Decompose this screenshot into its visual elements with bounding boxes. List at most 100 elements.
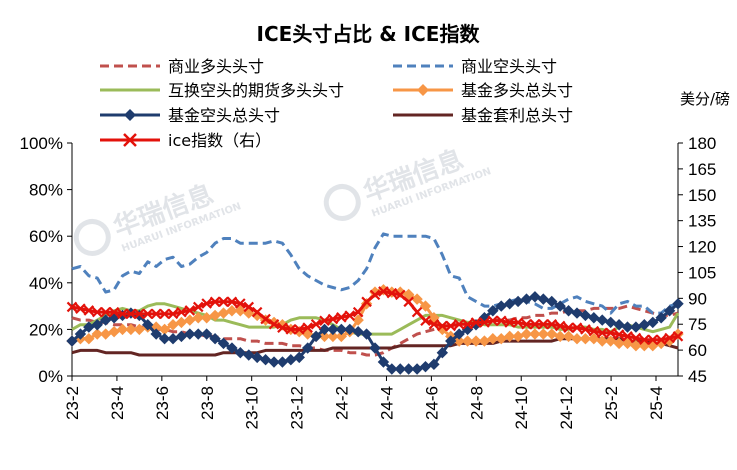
data-point-diamond <box>175 330 188 343</box>
legend-item: 商业多头头寸 <box>100 57 264 76</box>
legend-diamond-icon <box>124 109 136 121</box>
data-point-diamond <box>487 333 499 345</box>
data-point-diamond <box>402 288 415 301</box>
data-point-cross <box>192 301 204 313</box>
data-point-diamond <box>613 337 625 350</box>
data-point-diamond <box>554 330 566 343</box>
data-point-diamond <box>655 312 667 324</box>
x-tick-label: 24-12 <box>557 386 576 429</box>
left-tick-label: 100% <box>20 134 63 153</box>
data-point-cross <box>91 306 103 318</box>
data-point-cross <box>327 313 339 325</box>
data-point-diamond <box>604 335 617 347</box>
data-point-diamond <box>546 295 558 308</box>
legend-label: ice指数（右） <box>168 131 271 150</box>
right-tick-label: 165 <box>688 160 716 179</box>
data-point-diamond <box>503 298 516 310</box>
chart-title: ICE头寸占比 & ICE指数 <box>257 22 481 46</box>
legend-label: 基金空头总头寸 <box>168 106 280 125</box>
legend-label: 基金多头总头寸 <box>461 81 573 100</box>
data-point-cross <box>613 329 625 340</box>
data-point-diamond <box>562 330 575 343</box>
right-tick-label: 75 <box>688 315 707 334</box>
data-point-diamond <box>520 293 533 305</box>
data-point-diamond <box>167 319 179 331</box>
data-point-diamond <box>630 340 642 352</box>
data-point-diamond <box>200 328 213 340</box>
data-point-cross <box>420 315 431 327</box>
legend-item: 基金多头总头寸 <box>393 81 573 100</box>
data-point-diamond <box>478 335 491 347</box>
data-point-diamond <box>512 330 524 343</box>
data-point-diamond <box>588 312 600 324</box>
data-point-diamond <box>301 342 314 354</box>
data-point-diamond <box>453 328 465 340</box>
legend-item: 基金空头总头寸 <box>100 106 280 125</box>
right-axis-unit: 美分/磅 <box>680 90 730 108</box>
data-point-cross <box>571 322 583 333</box>
x-tick-label: 23-4 <box>108 386 127 420</box>
data-point-cross <box>664 332 675 344</box>
data-point-cross <box>117 308 128 320</box>
right-tick-label: 90 <box>688 289 707 308</box>
data-point-cross <box>470 317 482 328</box>
legend-item: ice指数（右） <box>100 131 271 150</box>
legend-label: 商业空头头寸 <box>461 57 557 76</box>
legend-cross-icon <box>123 133 137 147</box>
data-point-cross <box>352 306 364 318</box>
data-point-diamond <box>192 312 204 324</box>
data-point-diamond <box>217 307 230 319</box>
data-point-diamond <box>209 309 221 322</box>
data-point-diamond <box>503 330 516 343</box>
right-tick-label: 45 <box>688 367 707 386</box>
data-point-diamond <box>83 333 95 345</box>
right-tick-label: 120 <box>688 238 716 257</box>
data-point-diamond <box>520 328 533 340</box>
data-point-cross <box>655 334 667 346</box>
data-point-cross <box>293 324 305 335</box>
data-point-diamond <box>200 312 213 324</box>
data-point-diamond <box>327 323 339 336</box>
data-point-cross <box>411 306 423 318</box>
data-point-diamond <box>226 342 238 354</box>
data-point-cross <box>596 327 608 339</box>
data-point-cross <box>554 320 566 332</box>
data-point-cross <box>521 318 532 330</box>
data-point-cross <box>125 308 137 320</box>
data-point-diamond <box>83 321 95 333</box>
data-point-diamond <box>630 321 642 333</box>
data-point-cross <box>302 322 313 333</box>
data-point-diamond <box>91 319 103 331</box>
x-tick-label: 24-2 <box>333 386 352 420</box>
data-point-diamond <box>411 293 423 305</box>
data-point-diamond <box>638 319 651 331</box>
data-point-diamond <box>226 305 238 317</box>
data-point-cross <box>100 306 111 318</box>
data-point-diamond <box>217 337 230 350</box>
data-point-diamond <box>352 326 364 338</box>
series-4 <box>66 284 684 352</box>
data-point-cross <box>66 301 78 313</box>
data-point-cross <box>605 327 616 339</box>
axes: 0% 20% 40% 60% 80% 100% 45 60 75 90 105 120 135 150 16… <box>20 134 717 429</box>
left-tick-label: 0% <box>38 367 63 386</box>
data-point-diamond <box>402 363 415 375</box>
legend-label: 商业多头头寸 <box>168 57 264 76</box>
data-point-cross <box>226 296 238 308</box>
data-point-diamond <box>192 328 204 340</box>
x-tick-label: 23-2 <box>63 386 82 420</box>
data-point-cross <box>672 331 684 342</box>
data-point-cross <box>150 308 162 320</box>
data-point-cross <box>310 318 322 330</box>
series-7 <box>66 286 684 346</box>
data-point-cross <box>176 306 187 318</box>
data-point-diamond <box>175 316 188 329</box>
data-point-cross <box>268 318 280 330</box>
data-point-diamond <box>158 333 171 345</box>
data-point-diamond <box>167 333 179 345</box>
data-point-diamond <box>562 305 575 317</box>
data-point-cross <box>209 296 221 308</box>
